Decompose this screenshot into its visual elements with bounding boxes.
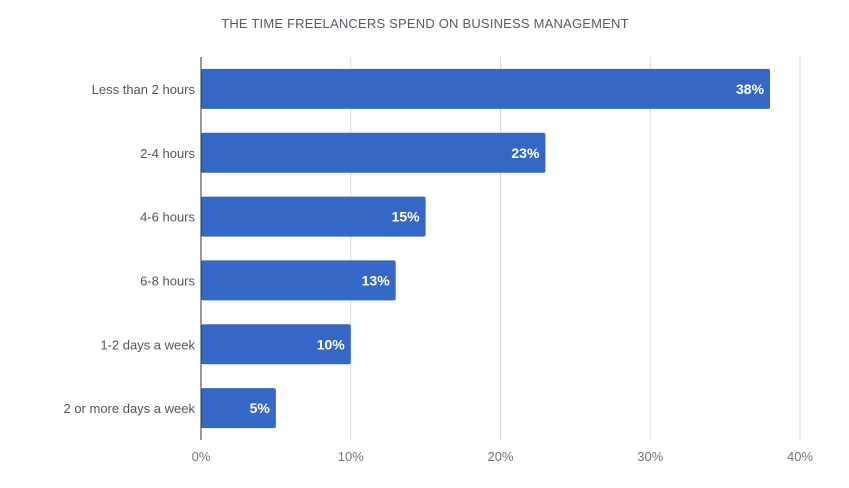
bar-value-label: 10% — [317, 336, 346, 352]
category-label: 4-6 hours — [140, 210, 195, 225]
bar[interactable] — [201, 68, 771, 109]
x-tick-label: 20% — [487, 449, 513, 464]
x-tick-label: 30% — [637, 449, 663, 464]
bar-value-label: 15% — [392, 209, 421, 225]
bar-value-label: 13% — [362, 272, 391, 288]
x-tick-label: 0% — [192, 449, 211, 464]
x-tick-label: 40% — [787, 449, 813, 464]
x-axis-ticks: 0% 10% 20% 30% 40% — [192, 449, 814, 464]
bar[interactable] — [201, 196, 426, 237]
category-label: 2 or more days a week — [63, 401, 195, 416]
bar[interactable] — [201, 324, 351, 365]
bars: 38% 23% 15% 13% 10% 5% — [201, 68, 771, 429]
bar[interactable] — [201, 388, 276, 429]
bar-value-label: 38% — [736, 81, 765, 97]
category-labels: Less than 2 hours 2-4 hours 4-6 hours 6-8 h… — [63, 82, 195, 416]
category-label: Less than 2 hours — [92, 82, 196, 97]
chart-title: THE TIME FREELANCERS SPEND ON BUSINESS M… — [221, 16, 629, 31]
x-tick-label: 10% — [338, 449, 364, 464]
category-label: 1-2 days a week — [100, 337, 195, 352]
bar[interactable] — [201, 132, 546, 173]
category-label: 2-4 hours — [140, 146, 195, 161]
bar-value-label: 23% — [511, 145, 540, 161]
category-label: 6-8 hours — [140, 273, 195, 288]
bar[interactable] — [201, 260, 396, 301]
bar-value-label: 5% — [250, 400, 271, 416]
grid — [350, 57, 801, 440]
